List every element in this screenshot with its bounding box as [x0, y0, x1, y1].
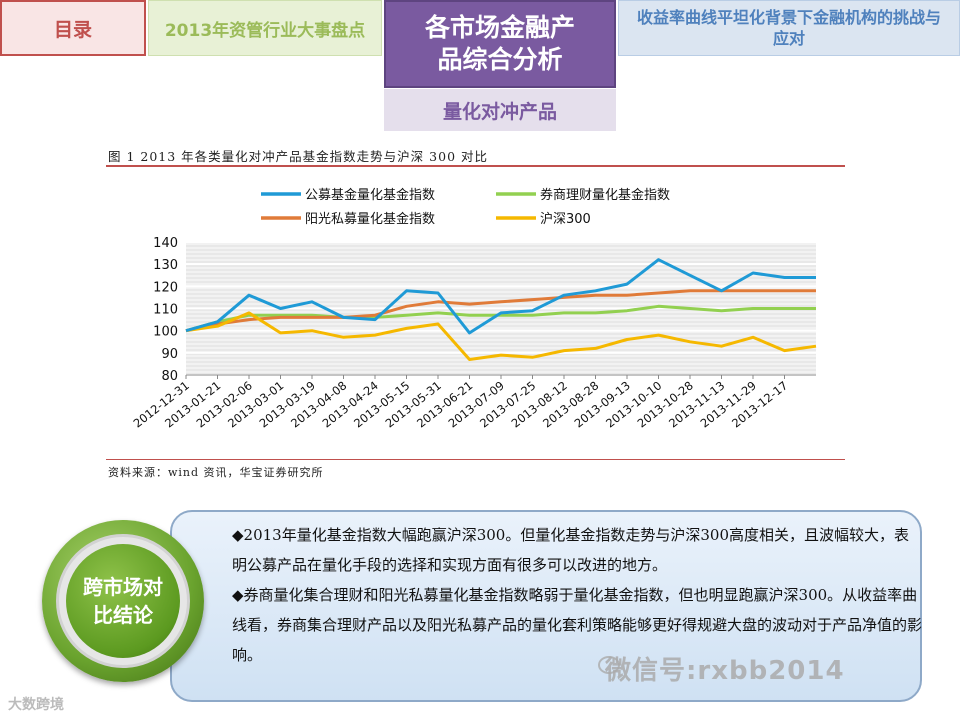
tab-events-label: 2013年资管行业大事盘点	[164, 20, 366, 41]
figure-bottom-rule	[106, 459, 845, 460]
subtab-label: 量化对冲产品	[442, 100, 557, 123]
y-axis: 80 90 100 110 120 130 140	[153, 236, 178, 384]
chart-series	[185, 258, 817, 361]
paragraph-2-text: 券商量化集合理财和阳光私募量化基金指数略弱于量化基金指数，但也明显跑赢沪深300…	[232, 586, 923, 664]
tab-active-label: 各市场金融产品综合分析	[425, 13, 576, 74]
series-line	[185, 258, 816, 335]
legend-label: 公募基金量化基金指数	[305, 187, 435, 203]
conclusion-badge: 跨市场对比结论	[66, 544, 180, 658]
y-tick-label: 80	[161, 369, 178, 384]
bullet-icon: ◆	[232, 526, 244, 544]
conclusion-paragraph-2: ◆券商量化集合理财和阳光私募量化基金指数略弱于量化基金指数，但也明显跑赢沪深30…	[232, 580, 922, 670]
tab-yield-label: 收益率曲线平坦化背景下金融机构的挑战与应对	[636, 8, 941, 48]
figure-title: 图 1 2013 年各类量化对冲产品基金指数走势与沪深 300 对比	[108, 149, 488, 164]
series-line	[185, 304, 816, 333]
watermark-wechat: 微信号:rxbb2014	[605, 656, 845, 686]
legend-label: 券商理财量化基金指数	[540, 187, 670, 203]
series-line	[185, 311, 817, 361]
x-axis: 2012-12-312013-01-212013-02-062013-03-01…	[131, 374, 816, 431]
watermark-logo: 大数跨境	[8, 697, 64, 713]
y-tick-label: 110	[153, 303, 178, 318]
y-tick-label: 90	[161, 347, 178, 362]
figure-top-rule	[106, 165, 845, 167]
legend-label: 沪深300	[540, 211, 591, 227]
y-tick-label: 130	[153, 258, 178, 273]
y-tick-label: 140	[153, 236, 178, 251]
tab-toc[interactable]: 目录	[0, 0, 146, 56]
paragraph-1-text: 2013年量化基金指数大幅跑赢沪深300。但量化基金指数走势与沪深300高度相关…	[232, 526, 909, 574]
y-tick-label: 120	[153, 280, 178, 295]
tab-events[interactable]: 2013年资管行业大事盘点	[148, 0, 382, 56]
tab-toc-label: 目录	[53, 18, 92, 41]
wechat-icon	[598, 656, 620, 674]
subtab-quant-hedge[interactable]: 量化对冲产品	[384, 89, 616, 131]
figure-source: 资料来源：wind 资讯，华宝证券研究所	[108, 466, 324, 479]
tab-yield[interactable]: 收益率曲线平坦化背景下金融机构的挑战与应对	[618, 0, 960, 56]
conclusion-paragraph-1: ◆2013年量化基金指数大幅跑赢沪深300。但量化基金指数走势与沪深300高度相…	[232, 520, 922, 580]
legend-label: 阳光私募量化基金指数	[305, 211, 435, 227]
y-tick-label: 100	[153, 325, 178, 340]
conclusion-panel	[170, 510, 922, 702]
tab-active[interactable]: 各市场金融产品综合分析	[384, 0, 616, 88]
bullet-icon: ◆	[232, 586, 244, 604]
conclusion-text: ◆2013年量化基金指数大幅跑赢沪深300。但量化基金指数走势与沪深300高度相…	[232, 520, 922, 670]
series-line	[185, 289, 816, 333]
